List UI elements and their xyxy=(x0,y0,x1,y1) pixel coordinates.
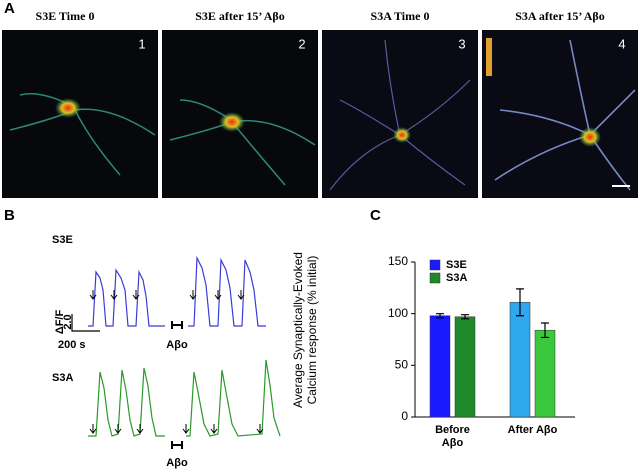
y-axis-label-line: Average Synaptically-Evoked xyxy=(291,252,305,408)
trace-label: S3E xyxy=(52,234,73,246)
y-tick-label: 100 xyxy=(388,306,408,320)
y-tick-label: 50 xyxy=(395,358,409,372)
error-bar xyxy=(541,322,549,339)
bar xyxy=(534,329,556,418)
y-axis-label-line: Calcium response (% initial) xyxy=(305,255,319,405)
error-bar xyxy=(516,288,524,317)
legend-label: S3A xyxy=(446,272,467,284)
x-tick-label: Before Aβo xyxy=(435,424,470,449)
x-tick-label: After Aβo xyxy=(507,424,558,436)
image-title: S3A after 15’ Aβo xyxy=(515,9,605,23)
image-title: S3A Time 0 xyxy=(371,9,430,23)
y-tick-label: 150 xyxy=(388,254,408,268)
trace-label: S3A xyxy=(52,372,73,384)
legend-label: S3E xyxy=(446,259,467,271)
panel-label: C xyxy=(370,207,381,224)
bar xyxy=(429,315,451,418)
legend-swatch xyxy=(429,272,441,284)
image-title: S3E Time 0 xyxy=(36,9,95,23)
micrograph: 1 xyxy=(2,30,158,198)
calcium-trace xyxy=(88,255,266,327)
treatment-marker xyxy=(171,441,183,449)
error-bar xyxy=(461,314,469,320)
image-number: 4 xyxy=(618,36,625,51)
micrograph: 2 xyxy=(162,30,318,198)
scale-label: ΔF/F xyxy=(54,310,66,335)
y-axis-label: Average Synaptically-Evoked Calcium resp… xyxy=(291,245,319,415)
image-number: 3 xyxy=(458,36,465,51)
bar xyxy=(454,316,476,418)
bar xyxy=(509,302,531,418)
image-number: 1 xyxy=(138,36,145,51)
scale-label: 200 s xyxy=(58,339,86,351)
y-tick-label: 0 xyxy=(401,409,408,423)
image-number: 2 xyxy=(298,36,305,51)
calcium-trace xyxy=(88,359,281,437)
treatment-marker xyxy=(171,321,183,329)
error-bar xyxy=(436,313,444,319)
micrograph: 3 xyxy=(322,30,478,198)
treatment-label: Aβo xyxy=(166,457,188,469)
panel-label: A xyxy=(4,0,15,17)
micrograph: 4 xyxy=(482,30,638,198)
scale-bar xyxy=(71,314,100,332)
legend-swatch xyxy=(429,259,441,271)
scale-label: 2.0 xyxy=(62,314,74,329)
panel-label: B xyxy=(4,207,15,224)
treatment-label: Aβo xyxy=(166,339,188,351)
image-title: S3E after 15’ Aβo xyxy=(195,9,285,23)
